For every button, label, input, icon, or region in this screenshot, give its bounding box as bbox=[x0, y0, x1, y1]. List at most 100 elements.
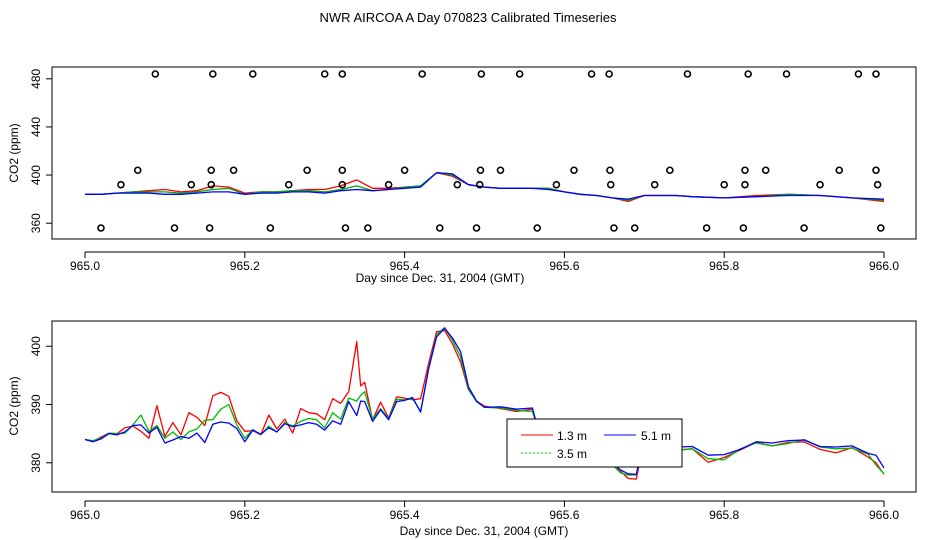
top-scatter-point bbox=[739, 224, 748, 232]
top-scatter-point bbox=[151, 70, 160, 78]
top-scatter-point bbox=[496, 166, 505, 175]
top-scatter-point bbox=[477, 70, 486, 78]
top-x-tick-label: 966.0 bbox=[869, 259, 899, 273]
top-scatter-point bbox=[630, 224, 639, 232]
top-plot-frame bbox=[51, 66, 917, 240]
bottom-x-tick-label: 965.6 bbox=[549, 508, 579, 522]
top-scatter-point bbox=[341, 224, 350, 232]
top-scatter-point bbox=[97, 224, 105, 232]
top-scatter-point bbox=[187, 180, 196, 189]
bottom-y-axis-label: CO2 (ppm) bbox=[7, 376, 21, 435]
legend-label-1-3m: 1.3 m bbox=[557, 429, 587, 443]
top-scatter-point bbox=[702, 224, 711, 232]
top-y-tick-label: 400 bbox=[29, 165, 43, 185]
top-y-tick-label: 440 bbox=[29, 117, 43, 137]
top-scatter-point bbox=[606, 166, 614, 175]
top-scatter-point bbox=[854, 70, 863, 78]
legend-box bbox=[506, 418, 683, 468]
top-scatter-point bbox=[303, 166, 311, 175]
bottom-x-tick-label: 965.4 bbox=[390, 508, 420, 522]
top-scatter-point bbox=[872, 166, 880, 175]
top-scatter-point bbox=[338, 166, 347, 175]
top-scatter-point bbox=[666, 166, 674, 175]
top-scatter-point bbox=[873, 180, 882, 189]
bottom-x-tick-label: 965.0 bbox=[70, 508, 100, 522]
legend: 1.3 m 5.1 m 3.5 m bbox=[506, 418, 683, 468]
top-scatter-point bbox=[418, 70, 426, 78]
top-scatter-point bbox=[453, 180, 462, 189]
figure-title: NWR AIRCOA A Day 070823 Calibrated Times… bbox=[319, 10, 617, 25]
top-scatter-point bbox=[587, 70, 596, 78]
top-scatter-point bbox=[877, 224, 885, 232]
top-scatter-point bbox=[338, 180, 347, 189]
top-scatter-point bbox=[570, 166, 578, 175]
top-x-tick-label: 965.6 bbox=[549, 259, 579, 273]
bottom-series-group bbox=[84, 326, 885, 480]
bottom-y-tick-label: 390 bbox=[29, 394, 43, 414]
top-scatter-point bbox=[744, 70, 752, 78]
top-scatter-point bbox=[872, 70, 880, 78]
top-scatter-point bbox=[610, 224, 618, 232]
top-scatter-point bbox=[476, 166, 485, 175]
top-scatter-point bbox=[552, 180, 561, 189]
top-scatter-point bbox=[816, 180, 824, 189]
legend-label-5-1m: 5.1 m bbox=[641, 429, 671, 443]
top-scatter-point bbox=[133, 166, 142, 175]
top-scatter-point bbox=[384, 180, 393, 189]
bottom-panel: 965.0 965.2 965.4 965.6 965.8 966.0380390400 … bbox=[7, 320, 917, 538]
top-scatter-point bbox=[435, 224, 444, 232]
bottom-series-5-1-m bbox=[84, 327, 885, 476]
top-scatter-point bbox=[207, 166, 216, 175]
top-x-axis-label: Day since Dec. 31, 2004 (GMT) bbox=[356, 271, 525, 285]
top-scatter-point bbox=[364, 224, 372, 232]
top-scatter-point bbox=[207, 180, 216, 189]
top-scatter-point bbox=[606, 180, 615, 189]
top-series-group bbox=[85, 172, 885, 203]
top-scatter-point bbox=[683, 70, 692, 78]
top-series-5-1-m bbox=[85, 172, 885, 200]
top-scatter-point bbox=[209, 70, 217, 78]
top-scatter-point bbox=[761, 166, 770, 175]
top-scatter-point bbox=[229, 166, 238, 175]
top-x-tick-label: 965.4 bbox=[390, 259, 420, 273]
bottom-axes: 965.0 965.2 965.4 965.6 965.8 966.0 380 390 400 bbox=[29, 336, 899, 522]
top-x-tick-label: 965.2 bbox=[230, 259, 260, 273]
top-points-group bbox=[97, 70, 885, 232]
top-scatter-point bbox=[741, 166, 749, 175]
legend-label-3-5m: 3.5 m bbox=[557, 447, 587, 461]
top-scatter-point bbox=[650, 180, 659, 189]
top-scatter-point bbox=[741, 180, 749, 189]
bottom-x-tick-label: 966.0 bbox=[869, 508, 899, 522]
bottom-x-tick-label: 965.8 bbox=[709, 508, 739, 522]
bottom-x-tick-label: 965.2 bbox=[230, 508, 260, 522]
top-scatter-point bbox=[800, 224, 808, 232]
top-scatter-point bbox=[320, 70, 329, 78]
top-scatter-point bbox=[720, 180, 729, 189]
top-y-tick-label: 360 bbox=[29, 213, 43, 233]
top-scatter-point bbox=[248, 70, 257, 78]
top-scatter-point bbox=[284, 180, 293, 189]
top-x-tick-label: 965.0 bbox=[70, 259, 100, 273]
top-scatter-point bbox=[117, 180, 125, 189]
bottom-series-1-3-m bbox=[84, 329, 885, 480]
top-scatter-point bbox=[605, 70, 613, 78]
top-scatter-point bbox=[515, 70, 524, 78]
top-scatter-point bbox=[205, 224, 214, 232]
top-scatter-point bbox=[533, 224, 542, 232]
bottom-y-tick-label: 380 bbox=[29, 452, 43, 472]
top-scatter-point bbox=[170, 224, 179, 232]
top-scatter-point bbox=[835, 166, 844, 175]
top-scatter-point bbox=[338, 70, 347, 78]
top-y-tick-label: 480 bbox=[29, 68, 43, 88]
top-scatter-point bbox=[475, 180, 484, 189]
top-scatter-point bbox=[472, 224, 481, 232]
bottom-y-tick-label: 400 bbox=[29, 336, 43, 356]
top-scatter-point bbox=[266, 224, 275, 232]
bottom-series-3-5-m bbox=[84, 326, 885, 476]
top-y-axis-label: CO2 (ppm) bbox=[7, 123, 21, 182]
top-axes: 965.0 965.2 965.4 965.6 965.8 966.0 360 400 440 4… bbox=[29, 68, 899, 273]
top-scatter-point bbox=[400, 166, 409, 175]
bottom-x-axis-label: Day since Dec. 31, 2004 (GMT) bbox=[400, 524, 569, 538]
top-panel: 965.0 965.2 965.4 965.6 965.8 966.0 360 400 440 4… bbox=[7, 66, 917, 285]
